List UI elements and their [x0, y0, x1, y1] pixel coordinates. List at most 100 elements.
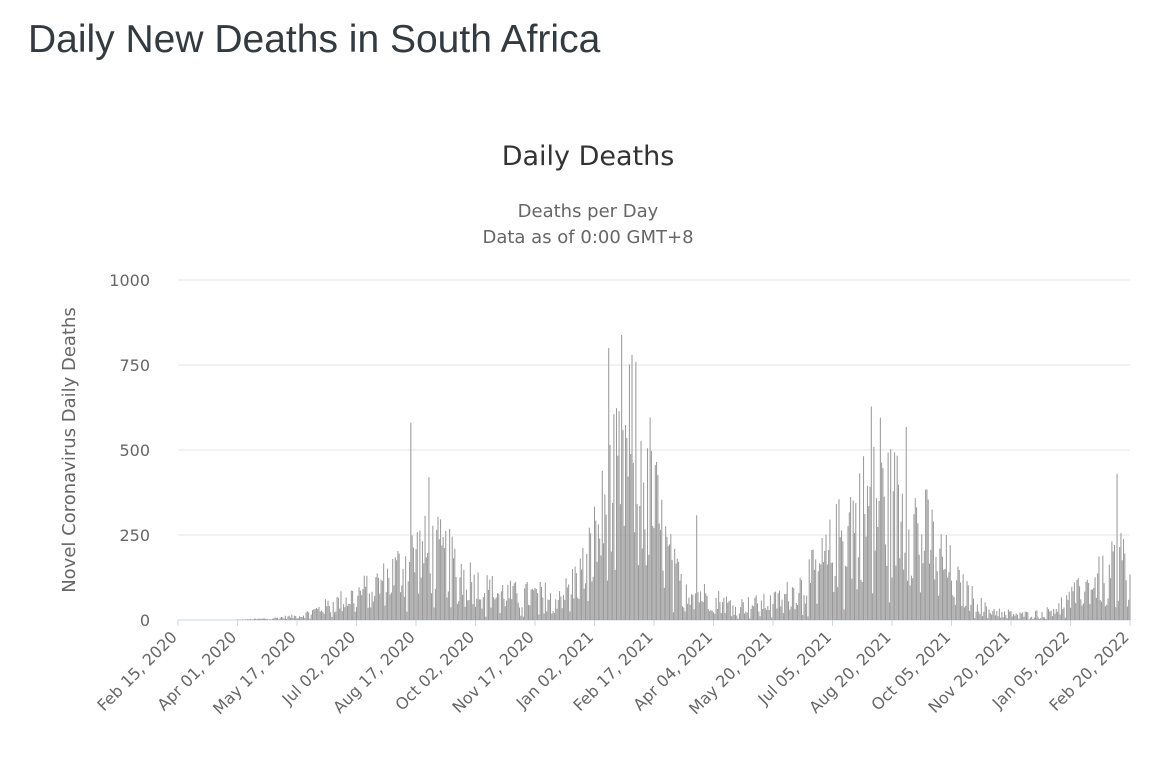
- bar: [1097, 573, 1099, 620]
- bar: [720, 613, 722, 620]
- bar: [512, 585, 514, 620]
- bar: [467, 600, 469, 620]
- bar: [327, 600, 329, 620]
- bar: [1010, 611, 1012, 620]
- bar: [415, 549, 417, 620]
- bar: [766, 609, 768, 620]
- bar: [670, 534, 672, 620]
- bar: [711, 610, 713, 620]
- bar: [1033, 617, 1035, 620]
- bar: [688, 597, 690, 620]
- bar: [521, 607, 523, 620]
- bar: [287, 616, 289, 620]
- bar: [685, 584, 687, 620]
- bar: [309, 618, 311, 620]
- bar: [684, 611, 686, 620]
- bar: [335, 611, 337, 620]
- bar: [926, 489, 928, 620]
- bar: [878, 500, 880, 620]
- bar: [975, 611, 977, 620]
- bar: [451, 536, 453, 620]
- bar: [293, 615, 295, 620]
- bar: [314, 608, 316, 620]
- bar: [997, 616, 999, 620]
- bar: [399, 592, 401, 620]
- bar: [518, 607, 520, 620]
- bar: [1002, 617, 1004, 620]
- bar: [445, 530, 447, 620]
- bar: [262, 618, 264, 620]
- bar: [474, 606, 477, 620]
- bar: [571, 569, 574, 620]
- bar: [838, 499, 840, 620]
- bar: [515, 581, 517, 620]
- bar: [248, 619, 250, 620]
- bar: [1067, 599, 1069, 620]
- bar: [297, 618, 299, 620]
- bar: [727, 602, 729, 620]
- bar: [659, 529, 661, 620]
- bar: [781, 599, 783, 620]
- bar: [780, 606, 782, 620]
- bar: [657, 474, 659, 620]
- bar: [393, 585, 395, 620]
- bar: [487, 589, 489, 620]
- bar: [913, 514, 915, 620]
- bar: [656, 461, 658, 620]
- bar: [348, 603, 350, 620]
- bar: [804, 603, 806, 620]
- bar: [634, 532, 636, 620]
- bar: [961, 605, 963, 620]
- bar: [652, 525, 654, 620]
- bar: [1115, 607, 1117, 620]
- bar: [493, 597, 495, 620]
- bar: [522, 616, 524, 620]
- bar: [480, 599, 482, 620]
- bar: [1027, 612, 1029, 620]
- bar: [437, 516, 439, 620]
- bar: [253, 618, 255, 620]
- bar: [759, 616, 761, 620]
- bar: [1111, 541, 1113, 620]
- bar: [644, 529, 646, 620]
- bar: [486, 575, 488, 620]
- bar: [604, 494, 606, 620]
- bar: [1019, 612, 1021, 620]
- bar: [288, 615, 290, 620]
- bar: [1095, 597, 1097, 620]
- bar: [450, 607, 452, 620]
- bar: [1053, 608, 1055, 620]
- bar: [846, 566, 848, 620]
- bar: [945, 535, 947, 620]
- bar: [599, 538, 601, 620]
- bar: [751, 605, 753, 620]
- bar: [777, 593, 779, 620]
- bar: [339, 608, 341, 620]
- bar: [1013, 613, 1015, 620]
- bar: [710, 610, 712, 620]
- bar: [1103, 583, 1105, 620]
- bar: [683, 607, 685, 620]
- bar: [1023, 616, 1025, 620]
- bar: [1110, 578, 1112, 620]
- bar: [464, 606, 466, 620]
- bar: [754, 597, 756, 620]
- bar: [306, 611, 308, 620]
- bar: [355, 607, 358, 620]
- bar: [468, 600, 470, 620]
- bar: [282, 617, 284, 620]
- bar: [340, 591, 342, 620]
- bar: [390, 592, 392, 620]
- bar: [895, 565, 897, 620]
- bar: [286, 618, 288, 620]
- bar: [734, 606, 737, 620]
- bar: [1014, 615, 1016, 620]
- bar: [1029, 617, 1031, 620]
- bar: [1011, 616, 1013, 620]
- bar: [577, 597, 579, 620]
- bar: [495, 597, 497, 620]
- bar: [389, 594, 391, 620]
- bar: [1031, 616, 1033, 620]
- bar: [900, 521, 902, 620]
